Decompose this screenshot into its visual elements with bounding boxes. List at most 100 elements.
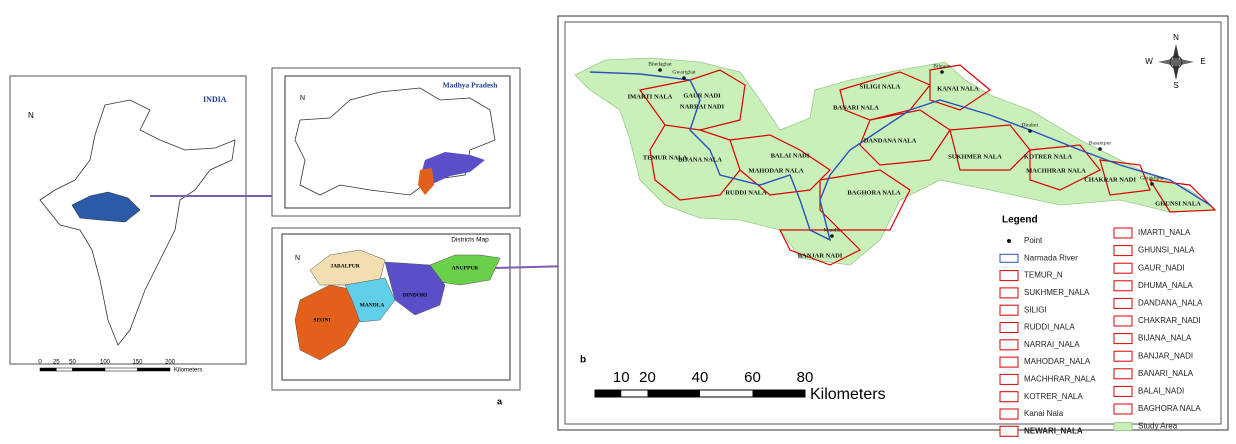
legend-symbol: [999, 270, 1019, 282]
legend-symbol: [1113, 385, 1133, 397]
legend-label: RUDDI_NALA: [1024, 323, 1075, 332]
sub-basin-boundaries: [638, 64, 1217, 266]
district-name: ANUPPUR: [452, 265, 480, 271]
scale-label: 200: [165, 360, 176, 366]
scale-unit: Kilometers: [174, 368, 202, 374]
legend-label: CHAKRAR_NADI: [1138, 316, 1201, 325]
scale-label: 150: [132, 360, 143, 366]
point: [1150, 182, 1154, 186]
legend-label: MACHHRAR_NALA: [1024, 375, 1096, 384]
legend-label: IMARTI_NALA: [1138, 228, 1191, 237]
legend-symbol: [999, 391, 1019, 403]
point: [1028, 129, 1032, 133]
scale-label: 40: [692, 369, 709, 386]
districts-title: Districts Map: [451, 237, 489, 244]
legend-label: Kanai Nala: [1024, 409, 1064, 418]
scale-segment: [72, 367, 106, 372]
legend-label: BIJANA_NALA: [1138, 334, 1192, 343]
scale-segment: [104, 367, 138, 372]
study-district-seoni: [418, 168, 434, 195]
panel-label: b: [580, 355, 586, 366]
legend-label: MAHODAR_NALA: [1024, 357, 1091, 366]
legend-symbol: [999, 304, 1019, 316]
legend-label: BANARI_NALA: [1138, 369, 1194, 378]
scale-segment: [56, 367, 73, 372]
sub-basin-label: BANJAR NADI: [798, 252, 843, 259]
india-title: INDIA: [203, 95, 227, 104]
sub-basin-label: NARRAI NADI: [680, 103, 725, 110]
legend-symbol: [1113, 227, 1133, 239]
district-name: JABALPUR: [330, 263, 360, 269]
sub-basin-label: KANAI NALA: [937, 85, 979, 92]
sub-basin-label: GHUNSI NALA: [1155, 200, 1201, 207]
sub-basin-label: BAGHORA NALA: [847, 189, 901, 196]
legend-label: Point: [1024, 236, 1043, 245]
compass-label: E: [1200, 57, 1205, 66]
legend-symbol: [1113, 422, 1133, 432]
sub-basin-label: BIJANA NALA: [678, 156, 722, 163]
compass-label: W: [1145, 57, 1153, 66]
legend-label: BAGHORA NALA: [1138, 404, 1201, 413]
scale-label: 0: [38, 360, 42, 366]
district-jabalpur: [309, 249, 386, 286]
legend-symbol: [1113, 262, 1133, 274]
place-label: Bilgaon: [933, 63, 951, 69]
sub-basin-label: SUKHMER NALA: [948, 153, 1002, 160]
district-dindori: [384, 261, 446, 316]
place-label: Bhedaghat: [648, 61, 672, 67]
legend-symbol: [1113, 333, 1133, 345]
scale-label: 100: [100, 360, 111, 366]
point: [940, 70, 944, 74]
mp-title: Madhya Pradesh: [443, 81, 499, 90]
sub-basin-label: IMARTI NALA: [628, 93, 673, 100]
scale-label: 80: [797, 369, 814, 386]
legend-symbol: [999, 322, 1019, 333]
scale-label: 10: [613, 369, 630, 386]
sub-basin-label: BALAI NADI: [771, 152, 810, 159]
scale-unit: Kilometers: [810, 386, 886, 403]
compass-label: S: [1173, 81, 1178, 90]
legend-symbol: [1113, 315, 1133, 327]
legend-symbol: [999, 356, 1019, 368]
legend-symbol: [999, 253, 1019, 263]
north-label: N: [28, 111, 34, 120]
panel-label: a: [497, 396, 503, 406]
legend-label: DHUMA_NALA: [1138, 281, 1193, 290]
legend-label: TEMUR_N: [1024, 271, 1063, 280]
north-label: N: [300, 95, 305, 102]
sub-basin-label: BANARI NALA: [833, 104, 879, 111]
mp-highlight: [71, 191, 141, 223]
sub-basin-label: KOTRER NALA: [1024, 153, 1073, 160]
point: [658, 68, 662, 72]
district-mandla: [344, 277, 396, 323]
compass-label: N: [1173, 33, 1179, 42]
legend-label: BALAI_NADI: [1138, 387, 1184, 396]
legend-symbol: [1113, 297, 1133, 309]
sub-basin-label: DANDANA NALA: [864, 137, 917, 144]
sub-basin-label: CHAKRAR NADI: [1084, 176, 1136, 183]
scale-label: 60: [744, 369, 761, 386]
legend-label: NEWARI_NALA: [1024, 426, 1083, 435]
scale-segment: [752, 390, 805, 397]
legend-title: Legend: [1002, 215, 1038, 226]
scale-label: 20: [639, 369, 656, 386]
sub-basin-label: GAUR NADI: [683, 92, 721, 99]
sub-basin-label: TEMUR NALA: [643, 154, 688, 161]
sub-basin-label: MACHHRAR NALA: [1026, 167, 1086, 174]
india-outline: [39, 99, 236, 346]
legend-symbol: [1113, 245, 1133, 257]
legend-symbol: [1113, 368, 1133, 380]
legend-symbol: [999, 373, 1019, 385]
point: [1098, 147, 1102, 151]
legend-label: KOTRER_NALA: [1024, 392, 1083, 401]
legend-symbol: [999, 287, 1019, 299]
place-label: Dindori: [1021, 122, 1039, 128]
sub-basin-label: RUDDI NALA: [725, 189, 767, 196]
narmada-river: [589, 71, 1211, 242]
legend-symbol: [999, 408, 1019, 420]
place-label: Gwarighat: [672, 69, 696, 75]
legend-symbol: [999, 425, 1019, 437]
legend-symbol: [999, 339, 1019, 351]
north-label: N: [295, 255, 300, 262]
